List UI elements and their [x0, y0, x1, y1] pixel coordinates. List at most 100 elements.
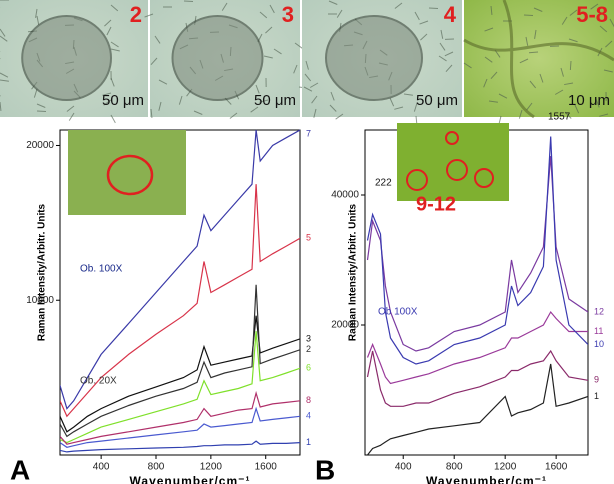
- series-group: [366, 136, 588, 455]
- crystal: [150, 57, 158, 66]
- series-label: 11: [594, 326, 603, 336]
- crystal: [484, 27, 494, 32]
- crystal: [590, 3, 599, 10]
- crystal: [490, 5, 493, 16]
- crystal: [250, 106, 259, 113]
- scale-label: 50 μm: [102, 92, 144, 109]
- crystal: [419, 20, 429, 25]
- series-line: [60, 184, 300, 418]
- series-line: [60, 390, 300, 445]
- crystal: [33, 88, 38, 98]
- crystal: [0, 79, 9, 82]
- series-label: 6: [306, 363, 311, 373]
- crystal: [303, 86, 313, 92]
- crystal: [259, 11, 268, 19]
- series-label: 7: [306, 128, 311, 138]
- inset-circle: [106, 154, 154, 196]
- crystal: [335, 113, 344, 120]
- crystal: [293, 64, 298, 74]
- x-tick-label: 1600: [255, 462, 278, 473]
- annotation: Ob. 20X: [80, 376, 117, 387]
- crystal: [68, 112, 75, 121]
- annotation: Ob 100X: [378, 307, 418, 318]
- crystal: [599, 25, 608, 33]
- series-label: 1: [306, 437, 311, 447]
- crystal: [463, 62, 472, 69]
- crystal: [438, 55, 447, 62]
- x-tick-label: 1200: [494, 462, 517, 473]
- crystal: [294, 42, 303, 49]
- particle: [171, 15, 264, 101]
- crystal: [273, 48, 282, 55]
- inset-circle: [446, 159, 468, 181]
- crystal: [420, 33, 428, 41]
- crystal: [439, 42, 446, 51]
- particle: [325, 15, 423, 101]
- crystal: [389, 97, 395, 107]
- annotation: 1557: [548, 112, 571, 123]
- particle: [21, 15, 112, 101]
- crystal: [534, 29, 537, 39]
- crystal: [265, 26, 273, 34]
- crystal: [305, 60, 309, 70]
- crystal: [309, 82, 319, 88]
- crystal: [66, 105, 75, 112]
- crystal: [605, 40, 613, 48]
- crystal: [193, 110, 203, 115]
- crystal: [569, 9, 578, 16]
- series-line: [367, 363, 588, 455]
- scale-label: 50 μm: [254, 92, 296, 109]
- crystal: [336, 9, 343, 18]
- crystal: [35, 8, 38, 18]
- series-line: [60, 440, 300, 453]
- series-label: 5: [306, 233, 311, 243]
- y-axis-label: Raman Intensity/Arbitr. Units: [348, 203, 359, 341]
- series-label: 12: [594, 306, 604, 316]
- crystal: [110, 77, 115, 87]
- y-tick-label: 10000: [26, 295, 54, 306]
- micrograph-number: 4: [444, 2, 457, 27]
- x-tick-label: 400: [395, 462, 412, 473]
- crystal: [103, 99, 112, 106]
- annotation: Ob. 100X: [80, 264, 123, 275]
- crystal: [110, 114, 116, 124]
- crystal: [110, 48, 120, 52]
- x-tick-label: 400: [93, 462, 110, 473]
- crystal: [178, 95, 183, 105]
- series-line: [60, 315, 300, 433]
- series-line: [60, 406, 300, 448]
- crystal: [229, 112, 238, 119]
- crystal: [329, 104, 337, 112]
- crystal: [110, 41, 119, 48]
- crystal: [0, 28, 6, 37]
- series-label: 2: [306, 344, 311, 354]
- crystal: [144, 13, 154, 18]
- crystal: [569, 60, 572, 71]
- crystal: [0, 35, 8, 42]
- series-label: 1: [594, 391, 599, 401]
- crystal: [519, 58, 529, 64]
- series-label: 3: [306, 333, 311, 343]
- crystal: [599, 113, 609, 117]
- crystal: [328, 0, 338, 5]
- crystal: [110, 4, 119, 12]
- y-tick-label: 20000: [26, 140, 54, 151]
- vein: [463, 0, 614, 119]
- crystal: [603, 69, 613, 73]
- crystal: [444, 51, 454, 57]
- crystal: [394, 106, 404, 110]
- crystal: [158, 79, 168, 85]
- series-label: 10: [594, 339, 604, 349]
- series-label: 4: [306, 411, 311, 421]
- x-tick-label: 800: [148, 462, 165, 473]
- panel-letter: B: [315, 454, 335, 484]
- crystal: [539, 73, 544, 83]
- micrograph-number: 2: [130, 2, 142, 27]
- series-line: [60, 129, 300, 410]
- crystal: [561, 16, 568, 25]
- inset-circle: [406, 169, 428, 191]
- scale-label: 10 μm: [568, 92, 610, 109]
- inset-micrograph: [397, 123, 509, 201]
- micrograph-number: 5-8: [576, 2, 608, 27]
- crystal: [269, 4, 275, 14]
